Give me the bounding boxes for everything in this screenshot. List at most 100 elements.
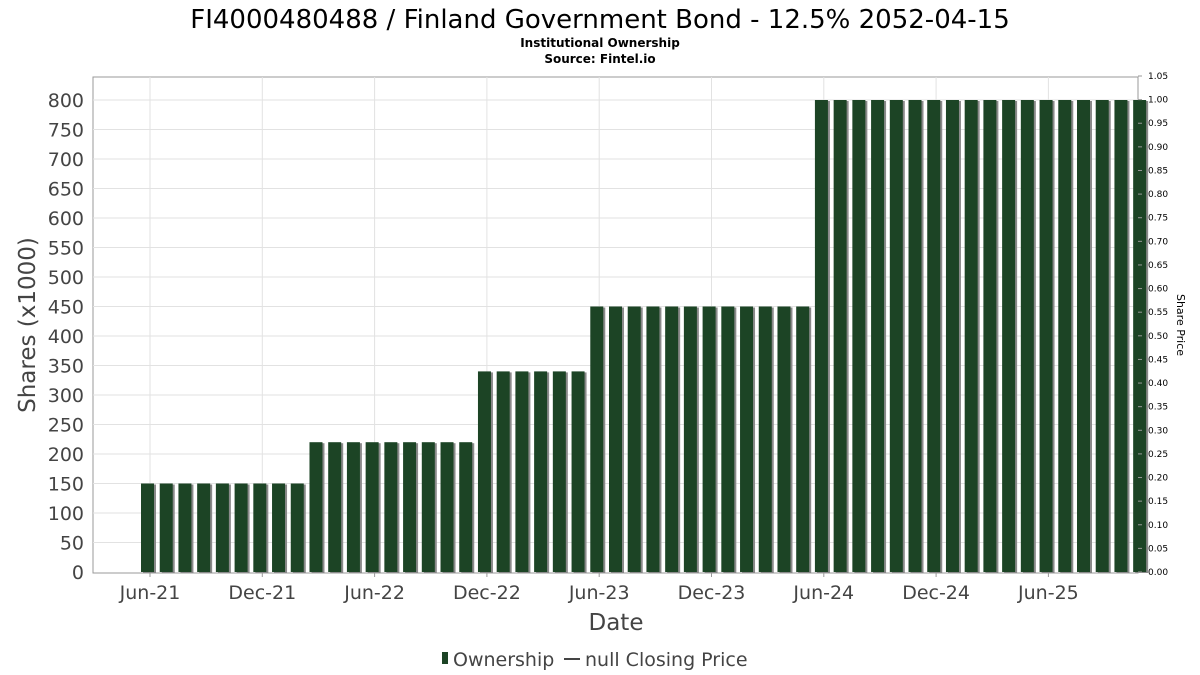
ownership-bar: [272, 483, 286, 572]
ownership-bar: [1058, 100, 1072, 572]
ownership-bar: [833, 100, 847, 572]
ownership-bar: [440, 442, 454, 572]
ownership-bar: [290, 483, 304, 572]
y2-tick-label: 0.95: [1148, 119, 1168, 129]
legend-ownership-swatch: [442, 652, 448, 664]
x-axis-label: Date: [589, 610, 644, 636]
ownership-bar: [983, 100, 997, 572]
ownership-bar: [421, 442, 435, 572]
chart-source: Source: Fintel.io: [544, 52, 655, 66]
ownership-bar: [814, 100, 828, 572]
chart-subtitle: Institutional Ownership: [520, 36, 680, 50]
ownership-bar: [515, 371, 529, 572]
ownership-bar: [777, 306, 791, 572]
y2-tick-label: 0.40: [1148, 379, 1168, 389]
y2-tick-label: 0.15: [1148, 497, 1168, 507]
legend-ownership-label: Ownership: [453, 649, 554, 671]
y2-axis-ticks: 0.00 0.05 0.10 0.15 0.20 0.25 0.30 0.35 0.40 0.45…: [1138, 72, 1168, 578]
y-tick-label: 300: [48, 385, 84, 407]
x-tick-label: Dec-23: [678, 582, 746, 604]
y2-tick-label: 0.35: [1148, 403, 1168, 413]
ownership-bar: [403, 442, 417, 572]
chart-title: FI4000480488 / Finland Government Bond -…: [190, 5, 1010, 35]
y2-tick-label: 0.80: [1148, 190, 1168, 200]
y-tick-label: 500: [48, 267, 84, 289]
ownership-bar: [365, 442, 379, 572]
ownership-bar: [253, 483, 267, 572]
y2-tick-label: 0.75: [1148, 214, 1168, 224]
y-tick-label: 700: [48, 149, 84, 171]
ownership-bar: [609, 306, 622, 572]
y2-axis-label: Share Price: [1174, 294, 1187, 356]
y2-tick-label: 1.05: [1148, 72, 1168, 82]
y2-tick-label: 1.00: [1148, 96, 1168, 106]
x-tick-label: Dec-22: [453, 582, 521, 604]
ownership-bar: [215, 483, 229, 572]
y-tick-label: 100: [48, 503, 84, 525]
ownership-bar: [796, 306, 810, 572]
y-tick-label: 250: [48, 415, 84, 437]
y-axis-ticks: 0 50 100 150 200 250 300 350 400 450 500 550 600 650 7…: [48, 90, 84, 584]
x-tick-label: Jun-22: [343, 582, 405, 604]
ownership-bar: [1095, 100, 1109, 572]
ownership-bar: [627, 306, 641, 572]
y-tick-label: 600: [48, 208, 84, 230]
y-tick-label: 350: [48, 356, 84, 378]
x-tick-label: Jun-25: [1017, 582, 1079, 604]
ownership-bar: [852, 100, 866, 572]
ownership-bar: [571, 371, 585, 572]
ownership-bar: [740, 306, 754, 572]
y2-tick-label: 0.60: [1148, 285, 1168, 295]
ownership-bar: [964, 100, 978, 572]
ownership-bar: [1002, 100, 1016, 572]
ownership-bar: [871, 100, 885, 572]
ownership-bar: [459, 442, 473, 572]
ownership-bar: [758, 306, 772, 572]
ownership-bar: [889, 100, 903, 572]
ownership-bar: [1114, 100, 1128, 572]
y-tick-label: 650: [48, 179, 84, 201]
ownership-bar: [328, 442, 342, 572]
y-tick-label: 150: [48, 474, 84, 496]
y-tick-label: 750: [48, 120, 84, 142]
y2-tick-label: 0.20: [1148, 474, 1168, 484]
y-tick-label: 800: [48, 90, 84, 112]
ownership-bar: [178, 483, 192, 572]
y-tick-label: 50: [60, 533, 84, 555]
y2-tick-label: 0.45: [1148, 355, 1168, 365]
x-tick-label: Dec-21: [228, 582, 296, 604]
x-tick-label: Jun-24: [792, 582, 854, 604]
ownership-bar: [702, 306, 716, 572]
y2-tick-label: 0.90: [1148, 143, 1168, 153]
legend: Ownership null Closing Price: [442, 649, 748, 671]
ownership-bar: [1039, 100, 1053, 572]
y-tick-label: 550: [48, 238, 84, 260]
y2-tick-label: 0.50: [1148, 332, 1168, 342]
ownership-bar: [1077, 100, 1090, 572]
y-tick-label: 200: [48, 444, 84, 466]
ownership-bar: [496, 371, 510, 572]
ownership-bar: [665, 306, 679, 572]
x-tick-label: Jun-21: [119, 582, 181, 604]
y2-tick-label: 0.25: [1148, 450, 1168, 460]
y-tick-label: 450: [48, 297, 84, 319]
y-tick-label: 400: [48, 326, 84, 348]
y2-tick-label: 0.85: [1148, 166, 1168, 176]
y2-tick-label: 0.05: [1148, 544, 1168, 554]
ownership-bar: [197, 483, 211, 572]
ownership-bar: [552, 371, 566, 572]
y2-tick-label: 0.00: [1148, 568, 1168, 578]
ownership-bar: [1020, 100, 1034, 572]
ownership-bar: [721, 306, 735, 572]
ownership-bar: [477, 371, 491, 572]
x-tick-label: Jun-23: [568, 582, 630, 604]
ownership-bar: [141, 483, 154, 572]
ownership-bar: [683, 306, 697, 572]
y2-tick-label: 0.30: [1148, 426, 1168, 436]
ownership-bars: [141, 100, 1149, 573]
ownership-bar: [346, 442, 360, 572]
y2-tick-label: 0.55: [1148, 308, 1168, 318]
ownership-bar: [309, 442, 323, 572]
ownership-bar: [590, 306, 604, 572]
